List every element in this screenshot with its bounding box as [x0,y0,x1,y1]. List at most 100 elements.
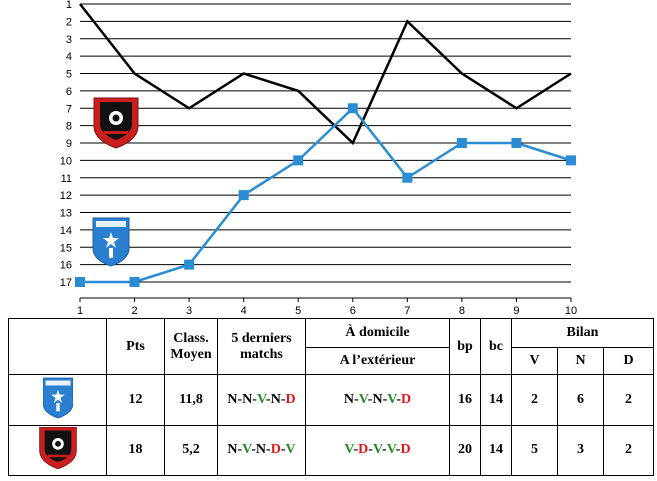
chart-series [75,3,576,287]
chart-grid [79,3,572,302]
y-tick-label: 16 [60,260,72,272]
auxerre-home-away: N-V-N-V-D [305,374,450,426]
auxerre-bc: 14 [480,374,512,426]
result-separator: - [266,442,271,458]
y-tick-label: 12 [60,190,72,202]
x-tick-label: 5 [295,305,301,317]
y-tick-label: 11 [61,173,72,185]
y-tick-label: 9 [66,138,72,150]
auxerre-table-logo [42,377,73,418]
result-letter: D [285,392,296,407]
result-letter: V [242,442,252,458]
result-letter: N [227,392,238,407]
auxerre-data-point [129,277,140,287]
bp-header: bp [449,317,481,376]
auxerre-logo-cell [8,374,107,426]
rennes-bp: 20 [449,424,481,477]
auxerre-data-point [511,138,522,148]
result-letter: N [372,392,383,407]
n-header: N [557,347,604,376]
x-tick-label: 9 [513,305,519,317]
result-separator: - [368,442,373,458]
result-separator: - [252,392,257,407]
result-letter: D [400,442,411,458]
y-tick-label: 14 [60,225,72,237]
y-tick-label: 6 [66,86,72,98]
auxerre-pts: 12 [106,374,165,426]
y-tick-label: 3 [66,34,72,46]
d-header: D [603,347,654,376]
x-tick-label: 7 [404,305,410,317]
auxerre-data-point [238,190,249,201]
result-letter: D [400,392,412,407]
pts-header: Pts [106,317,165,376]
auxerre-data-point [402,172,413,183]
y-tick-label: 13 [60,208,72,220]
result-separator: - [395,442,401,458]
v-header: V [511,347,558,376]
result-separator: - [237,442,243,458]
rennes-bc: 14 [480,424,512,477]
result-separator: - [382,392,388,407]
auxerre-series-line [80,106,572,284]
x-tick-label: 4 [241,305,247,317]
rennes-logo-cell [8,424,107,477]
result-letter: V [344,442,354,458]
last5-header: 5 derniers matchs [217,317,306,376]
result-letter: V [372,442,383,458]
rennes-last5: N-V-N-D-V [217,424,306,477]
rennes-series-line [79,3,572,146]
table-row-auxerre: 12 11,8 N-N-V-N-D N-V-N-V-D 16 14 2 6 2 [8,374,654,426]
result-letter: V [358,392,368,407]
table-row-rennes: 18 5,2 N-V-N-D-V V-D-V-V-D 20 14 5 3 2 [8,424,654,477]
y-tick-label: 4 [66,51,72,63]
y-tick-label: 10 [60,155,72,167]
auxerre-last5: N-N-V-N-D [217,374,306,426]
result-separator: - [396,392,401,407]
y-tick-label: 5 [66,69,72,81]
away-header: A l’extérieur [305,347,450,376]
y-tick-label: 2 [66,16,72,28]
y-tick-label: 17 [60,277,72,289]
x-tick-label: 2 [131,305,137,317]
result-letter: V [285,442,296,458]
result-letter: D [270,442,281,458]
x-tick-label: 1 [77,305,83,317]
x-tick-label: 8 [459,305,465,317]
result-letter: V [386,442,396,458]
auxerre-data-point [347,103,358,114]
result-separator: - [251,442,256,458]
auxerre-bp: 16 [449,374,481,426]
auxerre-data-point [293,155,304,166]
auxerre-n: 6 [557,374,604,426]
auxerre-data-point [184,259,195,270]
x-axis-ticks: 1 2 3 4 5 6 7 8 9 10 [77,305,577,317]
rennes-logo [93,97,139,149]
rennes-d: 2 [603,424,654,477]
result-separator: - [367,392,373,407]
result-letter: N [255,442,267,458]
y-tick-label: 1 [66,0,72,11]
rennes-table-logo [38,426,77,470]
bilan-header: Bilan [511,317,654,349]
result-separator: - [354,392,359,407]
y-tick-label: 7 [66,103,72,115]
result-letter: V [387,392,397,407]
auxerre-d: 2 [603,374,654,426]
y-tick-label: 15 [60,242,72,254]
result-separator: - [280,392,286,407]
result-letter: N [270,392,281,407]
bc-header: bc [480,317,512,376]
result-separator: - [266,392,271,407]
rennes-home-away: V-D-V-V-D [305,424,450,477]
x-tick-label: 6 [350,305,356,317]
auxerre-data-point [566,155,576,166]
result-letter: N [343,392,355,407]
home-header: À domicile [305,317,450,349]
class-header: Class. Moyen [164,317,218,376]
team-header-cell [8,317,107,376]
x-tick-label: 3 [186,305,192,317]
rennes-n: 3 [557,424,604,477]
